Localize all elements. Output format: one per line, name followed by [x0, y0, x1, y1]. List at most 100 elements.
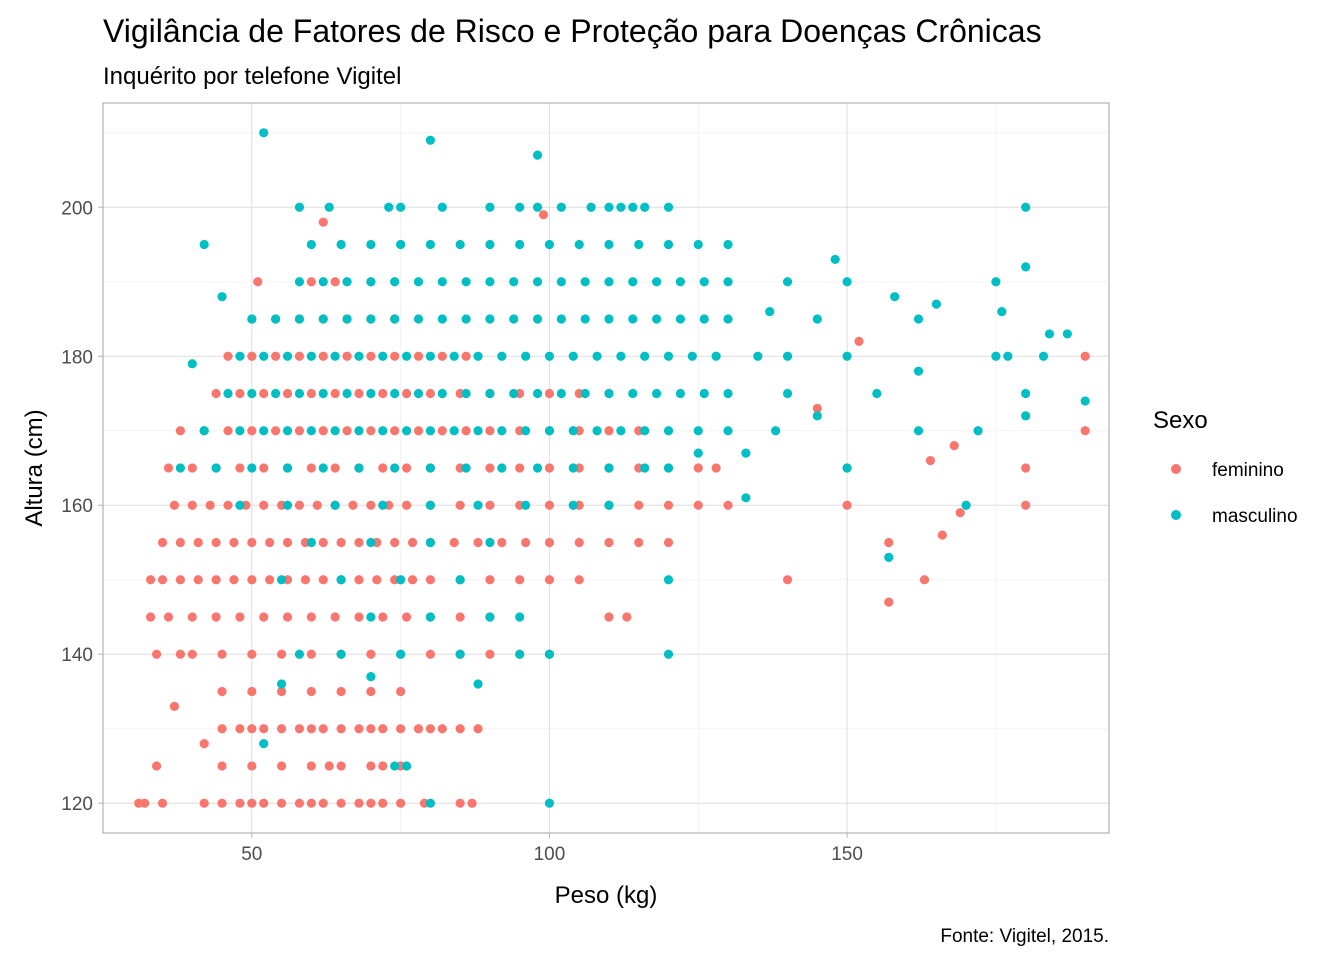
data-point-feminino — [306, 649, 316, 659]
data-point-feminino — [515, 575, 525, 585]
data-point-masculino — [604, 202, 614, 212]
data-point-masculino — [592, 426, 602, 436]
data-point-masculino — [521, 426, 531, 436]
data-point-masculino — [515, 239, 525, 250]
data-point-masculino — [723, 314, 733, 324]
data-point-feminino — [140, 798, 150, 808]
data-point-feminino — [461, 351, 471, 361]
data-point-feminino — [211, 575, 221, 585]
data-point-masculino — [890, 292, 900, 302]
data-point-masculino — [842, 351, 852, 361]
data-point-feminino — [425, 649, 435, 659]
data-point-masculino — [592, 351, 602, 361]
data-point-feminino — [693, 500, 703, 510]
data-point-feminino — [413, 724, 424, 734]
data-point-feminino — [925, 455, 936, 466]
data-point-masculino — [544, 239, 555, 250]
data-point-masculino — [366, 239, 376, 250]
data-point-masculino — [342, 388, 352, 399]
data-point-feminino — [473, 724, 483, 734]
data-point-masculino — [413, 314, 424, 324]
data-point-masculino — [532, 388, 543, 399]
data-point-masculino — [306, 537, 316, 548]
data-point-masculino — [390, 314, 400, 324]
data-point-masculino — [390, 761, 400, 771]
data-point-masculino — [437, 314, 447, 324]
data-point-masculino — [425, 463, 435, 473]
data-point-masculino — [568, 463, 578, 473]
data-point-masculino — [634, 239, 644, 250]
data-point-masculino — [425, 239, 435, 250]
data-point-feminino — [544, 575, 555, 585]
data-point-masculino — [378, 351, 388, 361]
data-point-feminino — [282, 388, 293, 399]
data-point-masculino — [699, 314, 709, 324]
data-point-masculino — [455, 575, 465, 585]
data-point-masculino — [497, 426, 507, 436]
data-point-feminino — [390, 351, 400, 361]
data-point-feminino — [276, 724, 287, 734]
data-point-feminino — [223, 500, 233, 510]
data-point-feminino — [354, 612, 364, 622]
data-point-masculino — [616, 426, 626, 436]
data-point-masculino — [1062, 329, 1072, 339]
data-point-feminino — [146, 612, 156, 622]
data-point-masculino — [521, 500, 531, 510]
data-point-masculino — [294, 649, 305, 659]
data-point-feminino — [396, 798, 406, 808]
data-point-masculino — [675, 314, 686, 324]
data-point-masculino — [235, 500, 245, 510]
data-point-masculino — [568, 500, 578, 510]
data-point-feminino — [259, 612, 269, 622]
data-point-feminino — [955, 508, 965, 518]
data-point-masculino — [973, 426, 983, 436]
data-point-masculino — [271, 314, 281, 324]
data-point-feminino — [342, 426, 352, 436]
y-tick-label: 180 — [61, 347, 93, 368]
data-point-feminino — [259, 500, 269, 510]
data-point-feminino — [378, 798, 388, 808]
data-point-masculino — [473, 500, 483, 510]
data-point-masculino — [282, 463, 293, 473]
legend-label-feminino: feminino — [1212, 460, 1284, 481]
data-point-masculino — [812, 411, 822, 421]
data-point-feminino — [199, 798, 209, 808]
data-point-masculino — [336, 649, 346, 659]
data-point-masculino — [991, 277, 1001, 287]
y-tick-label: 140 — [61, 645, 93, 666]
legend-label-masculino: masculino — [1212, 506, 1298, 527]
chart-caption: Fonte: Vigitel, 2015. — [940, 926, 1109, 947]
data-point-masculino — [366, 671, 376, 682]
data-point-masculino — [378, 500, 388, 510]
data-point-masculino — [330, 351, 340, 361]
data-point-masculino — [199, 239, 209, 250]
data-point-masculino — [485, 537, 495, 548]
data-point-feminino — [151, 761, 162, 771]
y-tick-label: 120 — [61, 794, 93, 815]
data-point-masculino — [509, 388, 519, 399]
data-point-masculino — [640, 463, 650, 473]
data-point-masculino — [741, 493, 751, 503]
legend-key-feminino — [1171, 464, 1181, 474]
data-point-feminino — [330, 463, 340, 473]
data-point-masculino — [306, 351, 316, 361]
data-point-feminino — [919, 575, 930, 585]
data-point-feminino — [604, 537, 614, 548]
data-point-feminino — [318, 351, 328, 361]
data-point-masculino — [461, 277, 471, 287]
data-point-masculino — [586, 202, 596, 212]
data-point-feminino — [425, 575, 435, 585]
data-point-masculino — [663, 575, 674, 585]
data-point-masculino — [318, 277, 328, 287]
data-point-feminino — [223, 426, 233, 436]
data-point-feminino — [842, 500, 852, 510]
data-point-masculino — [282, 500, 293, 510]
data-point-feminino — [604, 426, 614, 436]
data-point-masculino — [396, 649, 406, 659]
data-point-feminino — [634, 537, 644, 548]
data-point-masculino — [342, 277, 352, 287]
data-point-feminino — [306, 798, 316, 808]
data-point-masculino — [532, 202, 543, 212]
data-point-masculino — [961, 500, 971, 510]
legend-item-masculino: masculino — [1171, 506, 1298, 527]
